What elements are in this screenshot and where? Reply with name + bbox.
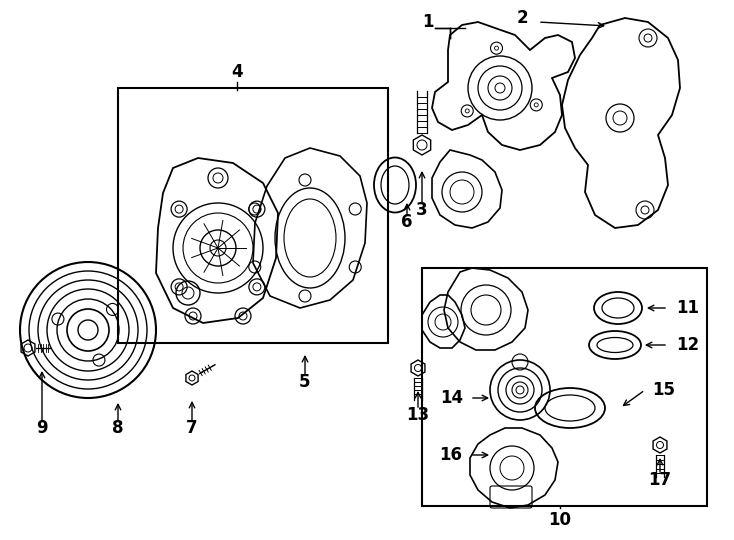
Text: 1: 1 — [422, 13, 434, 31]
Text: 12: 12 — [676, 336, 699, 354]
Text: 5: 5 — [299, 373, 310, 391]
Text: 13: 13 — [407, 406, 429, 424]
Text: 9: 9 — [36, 419, 48, 437]
Bar — [118, 88, 388, 343]
Text: 15: 15 — [652, 381, 675, 399]
Text: 17: 17 — [648, 471, 672, 489]
Text: 7: 7 — [186, 419, 197, 437]
Text: 8: 8 — [112, 419, 124, 437]
Bar — [422, 268, 707, 506]
Text: 14: 14 — [440, 389, 463, 407]
Text: 4: 4 — [231, 63, 243, 81]
Text: 16: 16 — [439, 446, 462, 464]
Text: 3: 3 — [416, 201, 428, 219]
Text: 2: 2 — [516, 9, 528, 27]
Text: 6: 6 — [401, 213, 413, 231]
Text: 11: 11 — [676, 299, 699, 317]
Text: 10: 10 — [548, 511, 572, 529]
